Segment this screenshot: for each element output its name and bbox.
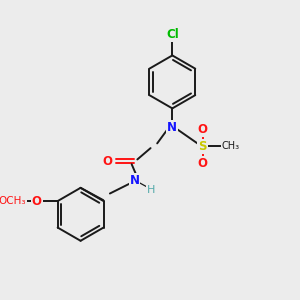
Text: O: O — [198, 157, 208, 170]
Text: CH₃: CH₃ — [222, 141, 240, 151]
Text: H: H — [147, 185, 156, 195]
Text: O: O — [32, 195, 42, 208]
Text: S: S — [198, 140, 207, 153]
Text: O: O — [102, 155, 112, 168]
Text: OCH₃: OCH₃ — [0, 196, 26, 206]
Text: N: N — [130, 174, 140, 187]
Text: O: O — [198, 123, 208, 136]
Text: N: N — [167, 121, 177, 134]
Text: Cl: Cl — [166, 28, 179, 41]
